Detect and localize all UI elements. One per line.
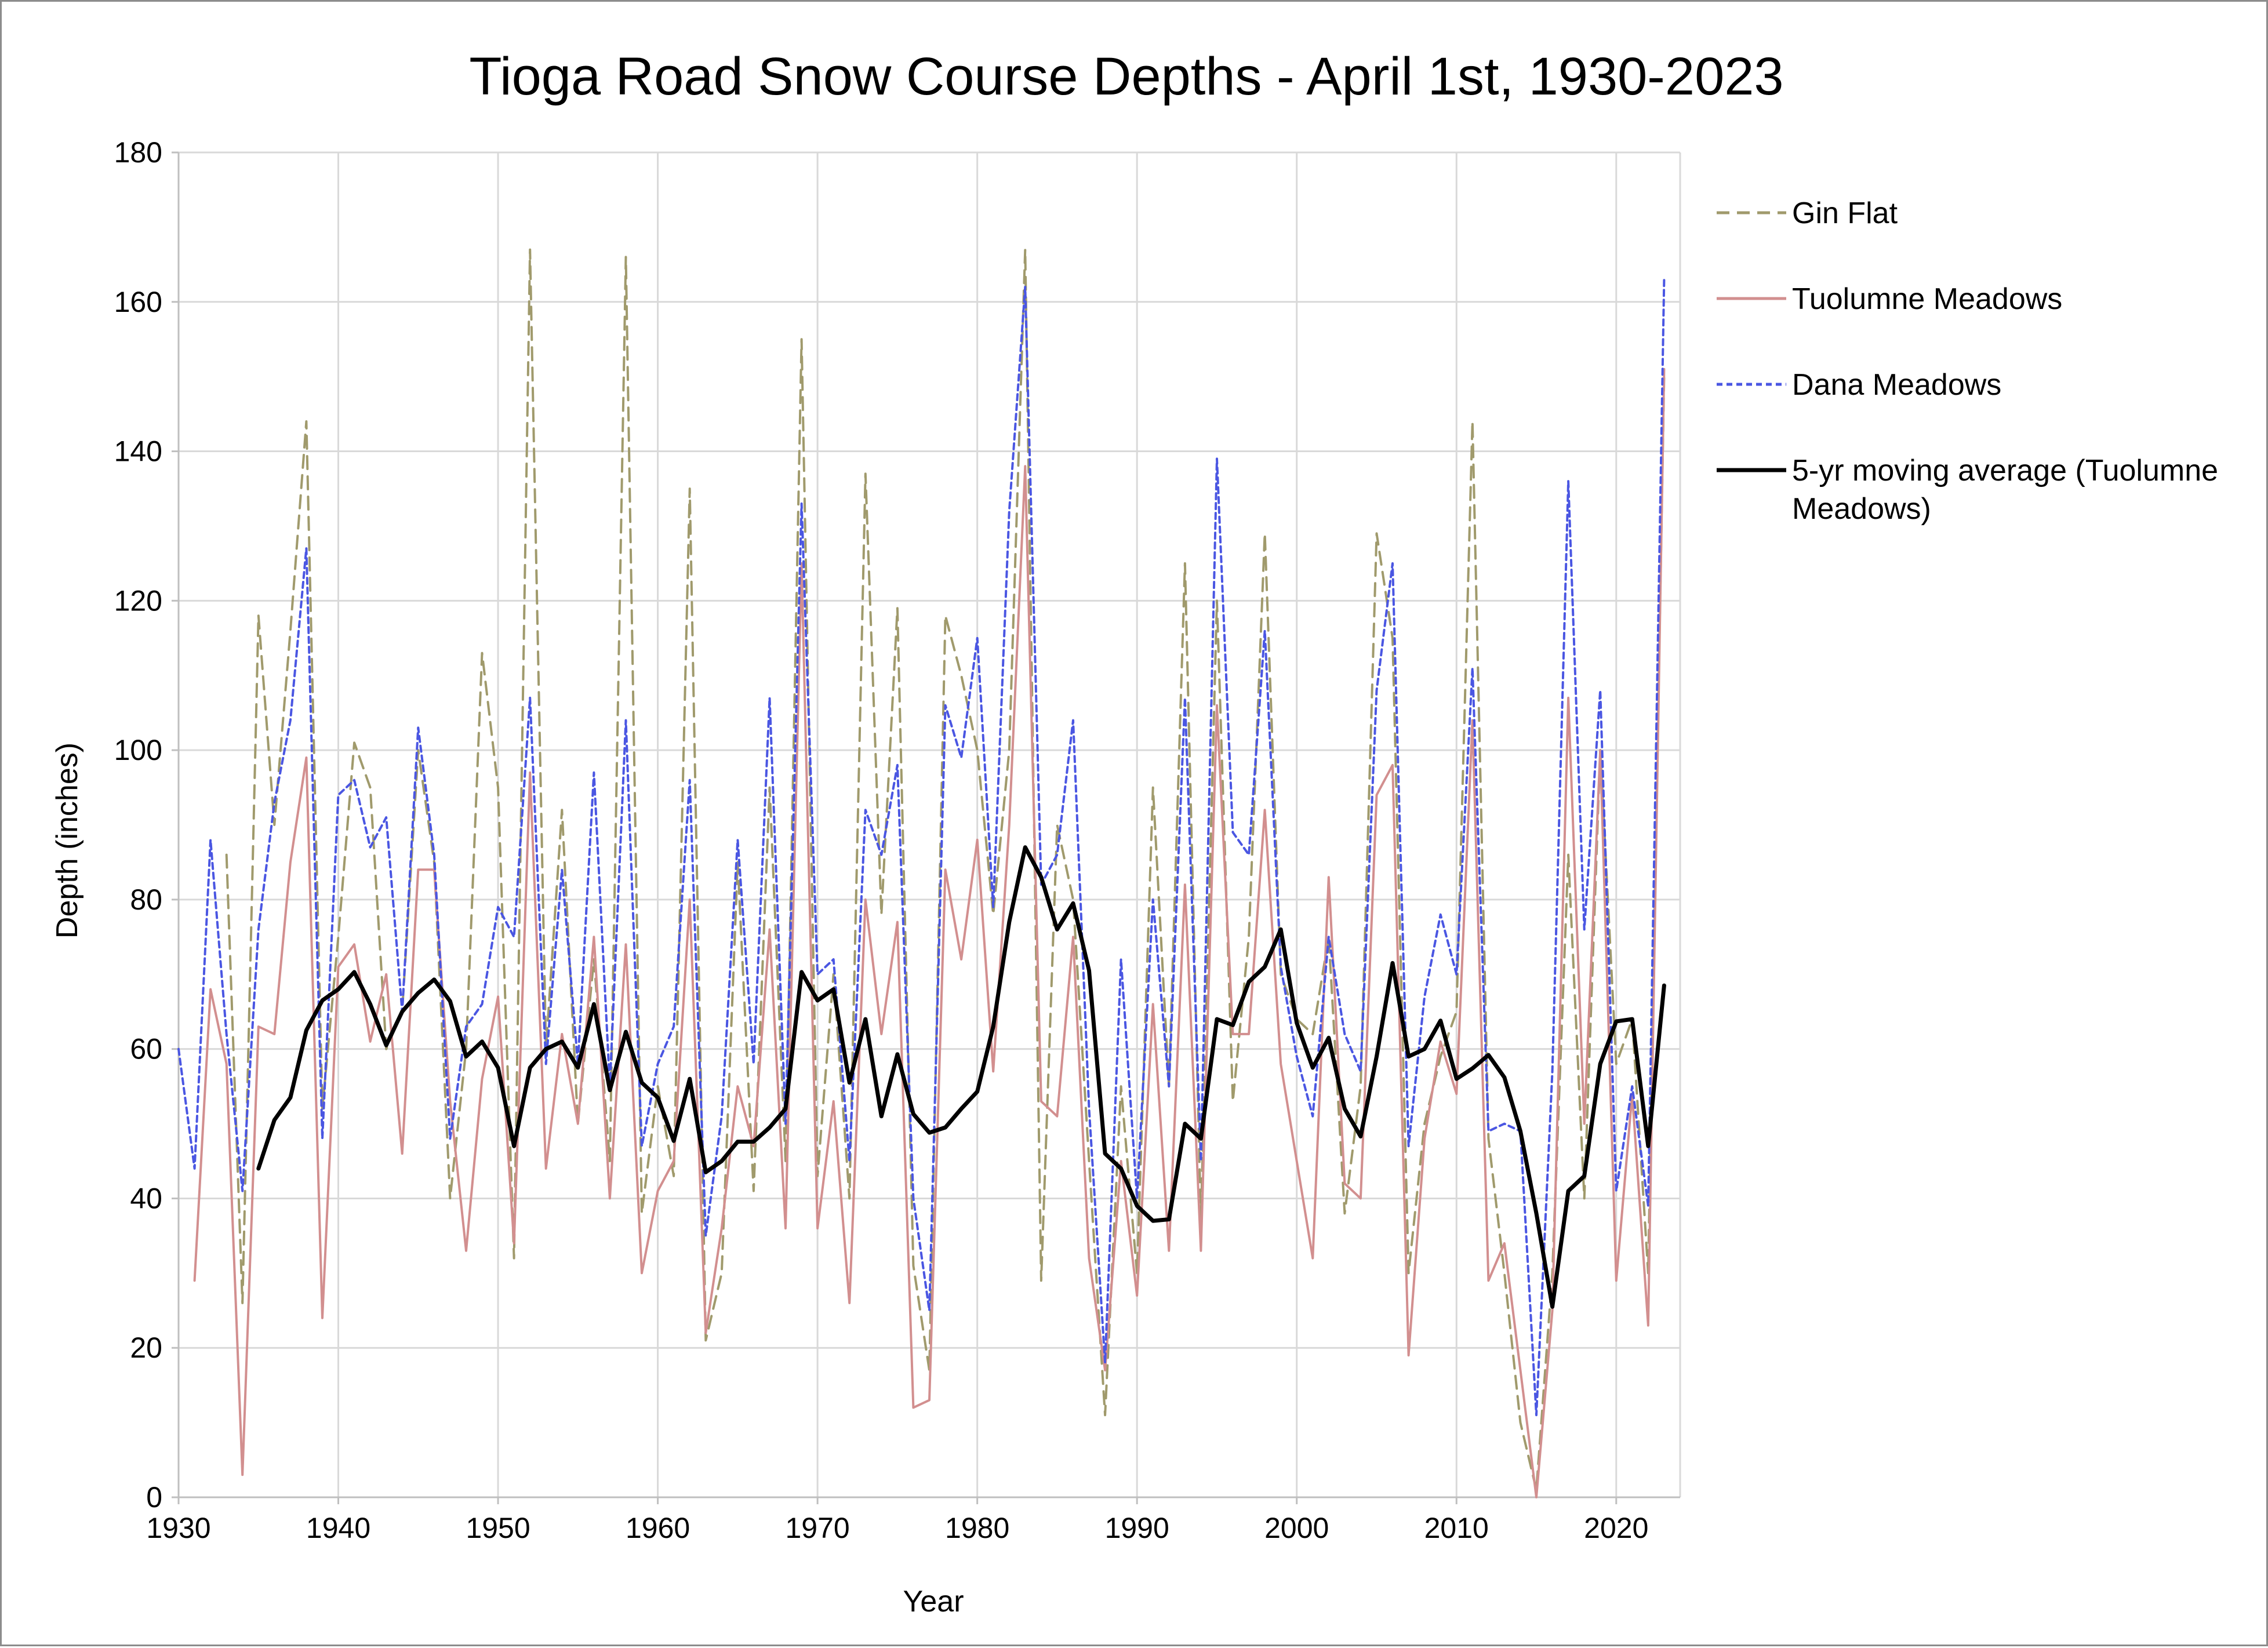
legend-item-tuolumne-meadows: Tuolumne Meadows [1717, 282, 2062, 316]
x-tick-label: 1950 [466, 1512, 530, 1544]
y-axis-label: Depth (inches) [50, 743, 84, 938]
axis-layer: 0 20 40 60 80 100 120 140 160 180 1930 1940 1950 1960… [114, 136, 1680, 1544]
x-tick-label: 1940 [306, 1512, 370, 1544]
x-axis-label: Year [903, 1585, 964, 1618]
y-tick-label: 0 [146, 1481, 162, 1514]
y-tick-label: 180 [114, 136, 162, 169]
y-tick-label: 120 [114, 584, 162, 617]
x-tick-label: 1970 [786, 1512, 850, 1544]
series-line-5-yr-moving-average-tuolumne-meadows [256, 845, 1666, 1309]
series-layer [177, 248, 1666, 1498]
y-tick-label: 20 [130, 1332, 162, 1364]
x-tick-label: 1980 [945, 1512, 1009, 1544]
series-line-dana-meadows [177, 278, 1666, 1417]
legend-item-moving-average: 5-yr moving average (Tuolumne Meadows) [1717, 454, 2218, 526]
legend-item-dana-meadows: Dana Meadows [1717, 368, 2001, 402]
legend-label-moving-average: 5-yr moving average (Tuolumne [1792, 454, 2218, 488]
legend-item-gin-flat: Gin Flat [1717, 197, 1898, 230]
x-tick-label: 2000 [1264, 1512, 1329, 1544]
legend-label-dana-meadows: Dana Meadows [1792, 368, 2001, 402]
y-tick-label: 40 [130, 1182, 162, 1214]
legend-label-gin-flat: Gin Flat [1792, 197, 1898, 230]
x-tick-label: 2010 [1424, 1512, 1489, 1544]
x-tick-label: 1990 [1105, 1512, 1169, 1544]
grid-layer [179, 151, 1681, 1497]
y-tick-label: 140 [114, 435, 162, 468]
x-tick-label: 1930 [146, 1512, 210, 1544]
y-tick-label: 80 [130, 883, 162, 916]
chart-title: Tioga Road Snow Course Depths - April 1s… [469, 47, 1783, 106]
legend-label-moving-average-line2: Meadows) [1792, 492, 1931, 526]
y-tick-label: 60 [130, 1033, 162, 1065]
x-tick-label: 2020 [1584, 1512, 1648, 1544]
series-line-gin-flat [225, 248, 1666, 1491]
legend-label-tuolumne-meadows: Tuolumne Meadows [1792, 282, 2062, 316]
x-tick-label: 1960 [626, 1512, 690, 1544]
y-tick-label: 160 [114, 286, 162, 318]
y-tick-label: 100 [114, 734, 162, 766]
legend: Gin Flat Tuolumne Meadows Dana Meadows 5… [1717, 197, 2218, 526]
series-line-tuolumne-meadows [193, 368, 1666, 1498]
